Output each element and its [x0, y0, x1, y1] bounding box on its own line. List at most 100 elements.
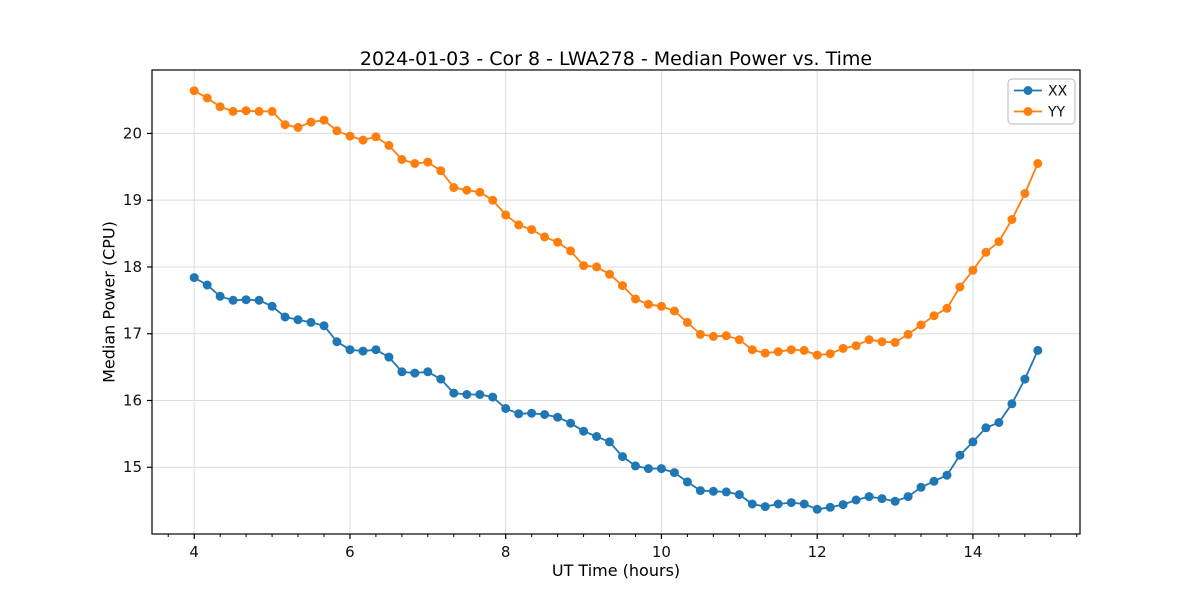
series-marker-xx	[592, 432, 602, 441]
series-marker-yy	[994, 237, 1004, 247]
series-marker-yy	[1033, 159, 1043, 168]
series-marker-xx	[566, 418, 576, 428]
series-marker-yy	[449, 183, 459, 192]
series-marker-xx	[968, 437, 978, 447]
x-axis-label: UT Time (hours)	[551, 561, 681, 580]
series-marker-yy	[306, 117, 316, 127]
x-tick-label: 14	[963, 543, 982, 561]
series-marker-xx	[981, 423, 991, 433]
series-marker-xx	[254, 295, 264, 305]
series-marker-yy	[436, 166, 446, 176]
series-marker-xx	[851, 495, 861, 505]
legend-label-xx: XX	[1048, 84, 1068, 100]
series-marker-xx	[527, 408, 537, 418]
series-marker-xx	[475, 390, 485, 399]
y-tick-label: 18	[123, 258, 142, 276]
series-marker-xx	[1020, 374, 1030, 384]
series-line-yy	[193, 89, 1039, 357]
legend-sample-marker-yy	[1023, 107, 1033, 116]
series-marker-yy	[968, 265, 978, 275]
series-marker-xx	[553, 412, 563, 422]
series-marker-xx	[838, 500, 848, 510]
series-marker-xx	[669, 468, 679, 478]
series-marker-yy	[475, 187, 485, 197]
x-tick-label: 4	[189, 543, 199, 561]
series-marker-xx	[812, 504, 822, 514]
series-marker-xx	[955, 450, 965, 460]
series-marker-yy	[929, 311, 939, 321]
series-marker-yy	[332, 126, 342, 136]
series-marker-yy	[280, 120, 290, 130]
series-marker-yy	[410, 159, 420, 168]
series-marker-yy	[241, 106, 251, 116]
series-marker-yy	[786, 345, 796, 355]
series-marker-xx	[280, 312, 290, 322]
series-marker-xx	[410, 368, 420, 378]
series-marker-xx	[825, 502, 835, 512]
series-marker-xx	[760, 502, 770, 512]
series-marker-xx	[384, 352, 394, 362]
series-marker-yy	[319, 115, 329, 125]
y-tick-label: 16	[123, 391, 142, 409]
series-marker-yy	[553, 237, 563, 247]
series-marker-yy	[267, 106, 277, 116]
series-marker-xx	[449, 388, 459, 398]
series-marker-yy	[682, 317, 692, 327]
series-marker-yy	[812, 350, 822, 360]
series-marker-xx	[436, 374, 446, 384]
series-marker-yy	[371, 132, 381, 142]
series-marker-xx	[241, 295, 251, 305]
series-marker-yy	[1020, 189, 1030, 198]
series-marker-yy	[566, 246, 576, 256]
series-marker-yy	[877, 337, 887, 347]
series-marker-xx	[643, 464, 653, 474]
series-marker-xx	[786, 498, 796, 508]
series-marker-yy	[734, 335, 744, 345]
series-marker-yy	[773, 347, 783, 357]
series-marker-yy	[358, 135, 368, 145]
series-marker-xx	[306, 317, 316, 327]
series-marker-yy	[643, 299, 653, 309]
series-marker-xx	[708, 486, 718, 496]
series-marker-xx	[994, 418, 1004, 427]
series-marker-yy	[695, 329, 705, 339]
chart-title: 2024-01-03 - Cor 8 - LWA278 - Median Pow…	[359, 48, 873, 70]
series-marker-xx	[293, 315, 303, 325]
series-marker-yy	[916, 320, 926, 330]
series-marker-xx	[1007, 399, 1017, 409]
y-tick-label: 17	[123, 325, 142, 343]
series-marker-xx	[695, 486, 705, 496]
series-marker-xx	[319, 321, 329, 331]
series-marker-yy	[838, 343, 848, 353]
series-marker-xx	[423, 367, 433, 377]
series-marker-xx	[890, 496, 900, 506]
series-marker-xx	[215, 291, 225, 301]
series-marker-yy	[618, 281, 627, 291]
series-marker-xx	[773, 499, 783, 509]
y-tick-label: 20	[123, 124, 142, 142]
series-marker-xx	[371, 345, 381, 355]
series-marker-xx	[202, 280, 212, 290]
series-marker-xx	[1033, 345, 1043, 355]
series-marker-xx	[345, 345, 355, 355]
series-marker-xx	[631, 461, 640, 471]
x-tick-label: 6	[345, 543, 355, 561]
series-marker-yy	[708, 331, 718, 341]
legend-sample-marker-xx	[1023, 86, 1033, 95]
series-marker-yy	[799, 345, 809, 355]
series-marker-xx	[358, 346, 368, 356]
series-marker-yy	[501, 210, 511, 220]
y-tick-label: 19	[123, 191, 142, 209]
series-marker-xx	[799, 499, 809, 509]
series-marker-yy	[747, 345, 757, 355]
x-tick-label: 10	[652, 543, 671, 561]
series-marker-xx	[189, 273, 199, 283]
series-marker-xx	[462, 390, 472, 399]
series-marker-yy	[215, 102, 225, 112]
series-marker-yy	[981, 247, 991, 257]
series-marker-xx	[747, 499, 757, 509]
series-marker-xx	[877, 494, 887, 504]
series-marker-yy	[514, 220, 524, 230]
